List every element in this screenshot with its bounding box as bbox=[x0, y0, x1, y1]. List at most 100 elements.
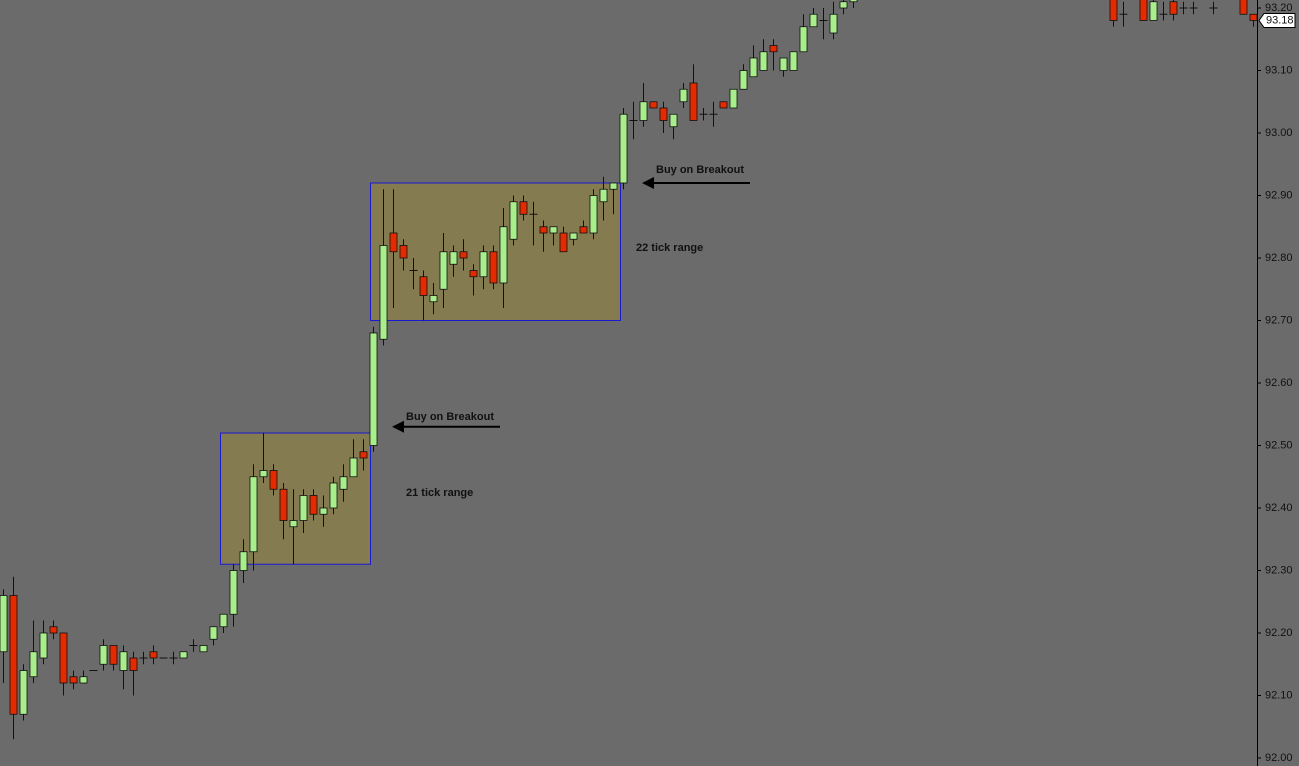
candle-body bbox=[639, 101, 648, 121]
candle-body bbox=[99, 645, 108, 665]
candle-body bbox=[499, 226, 508, 284]
candle-body bbox=[0, 595, 8, 653]
candle-body bbox=[79, 676, 88, 684]
candle-body bbox=[219, 613, 228, 628]
candle-body bbox=[789, 51, 798, 71]
candle-body bbox=[199, 645, 208, 653]
candle-body bbox=[429, 295, 438, 303]
candle-body bbox=[369, 332, 378, 446]
candle-body bbox=[1239, 0, 1248, 15]
candle-body bbox=[669, 113, 678, 128]
candle-body bbox=[9, 595, 18, 715]
candle-body bbox=[59, 632, 68, 684]
candle-body bbox=[319, 507, 328, 515]
range-label: 22 tick range bbox=[636, 242, 703, 254]
candle-body bbox=[509, 201, 518, 240]
candle-body bbox=[239, 551, 248, 571]
candle-body bbox=[799, 26, 808, 53]
candle-body bbox=[679, 88, 688, 103]
candle-body bbox=[269, 470, 278, 490]
candle-body bbox=[339, 476, 348, 490]
y-tick-label: 93.20 bbox=[1265, 2, 1293, 14]
candle-body bbox=[19, 670, 28, 715]
candle-body bbox=[479, 251, 488, 278]
y-tick-label: 92.10 bbox=[1265, 689, 1293, 701]
y-tick-label: 93.00 bbox=[1265, 127, 1293, 139]
candle-body bbox=[659, 107, 668, 121]
candle-body bbox=[379, 245, 388, 340]
price-axis: 92.00 92.10 92.20 92.30 92.40 92.50 92.60 92.70… bbox=[1257, 2, 1296, 764]
last-price-tag bbox=[1258, 13, 1296, 28]
candle-body bbox=[489, 251, 498, 284]
candle-body bbox=[719, 101, 728, 109]
candle-body bbox=[739, 70, 748, 90]
candle-body bbox=[279, 488, 288, 521]
breakout-label: Buy on Breakout bbox=[406, 411, 494, 423]
candle-body bbox=[439, 251, 448, 290]
candle-body bbox=[549, 226, 558, 234]
candle-body bbox=[329, 482, 338, 509]
candle-body bbox=[779, 57, 788, 71]
arrow-head bbox=[392, 420, 404, 433]
candle-body bbox=[839, 1, 848, 9]
y-tick-label: 92.90 bbox=[1265, 189, 1293, 201]
breakout-label: Buy on Breakout bbox=[656, 164, 744, 176]
y-tick-label: 92.70 bbox=[1265, 314, 1293, 326]
candle-body bbox=[1139, 0, 1148, 21]
candle-body bbox=[569, 232, 578, 240]
candle-body bbox=[209, 626, 218, 640]
candle-body bbox=[1169, 1, 1178, 15]
candle-body bbox=[649, 101, 658, 109]
y-tick-label: 92.80 bbox=[1265, 252, 1293, 264]
candle-body bbox=[729, 88, 738, 109]
candle-body bbox=[1149, 1, 1158, 21]
candle-body bbox=[259, 470, 268, 478]
candle-body bbox=[149, 651, 158, 659]
y-tick-label: 92.20 bbox=[1265, 627, 1293, 639]
candle-body bbox=[609, 182, 618, 190]
candle-body bbox=[599, 188, 608, 203]
candle-body bbox=[249, 476, 258, 553]
candle-body bbox=[1249, 13, 1257, 21]
candle-body bbox=[469, 270, 478, 278]
candle-body bbox=[829, 13, 838, 34]
candle-body bbox=[359, 451, 368, 459]
candle-body bbox=[299, 495, 308, 521]
range-box bbox=[220, 432, 371, 565]
candle-body bbox=[389, 232, 398, 253]
last-price-label: 93.18 bbox=[1266, 14, 1294, 26]
range-label: 21 tick range bbox=[406, 487, 473, 499]
candle-body bbox=[459, 251, 468, 259]
candle-body bbox=[29, 651, 38, 678]
candle-body bbox=[229, 570, 238, 615]
candle-body bbox=[289, 520, 298, 528]
candle-body bbox=[539, 226, 548, 234]
candle-body bbox=[119, 651, 128, 671]
plot-area bbox=[0, 0, 1257, 740]
candle-body bbox=[179, 651, 188, 659]
candle-body bbox=[849, 0, 858, 3]
candle-body bbox=[309, 495, 318, 515]
candle-body bbox=[419, 276, 428, 296]
y-tick-label: 92.30 bbox=[1265, 564, 1293, 576]
y-tick-label: 92.60 bbox=[1265, 377, 1293, 389]
candle-body bbox=[399, 245, 408, 259]
candle-body bbox=[809, 13, 818, 28]
candle-body bbox=[689, 82, 698, 121]
candle-body bbox=[759, 51, 768, 71]
candle-body bbox=[49, 626, 58, 634]
arrow-head bbox=[642, 177, 654, 189]
y-tick-label: 93.10 bbox=[1265, 64, 1293, 76]
candle-body bbox=[349, 457, 358, 478]
candle-body bbox=[449, 251, 458, 265]
candle-body bbox=[519, 201, 528, 215]
candle-body bbox=[39, 632, 48, 659]
y-tick-label: 92.00 bbox=[1265, 752, 1293, 764]
candle-body bbox=[769, 45, 778, 53]
candle-body bbox=[559, 232, 568, 253]
y-tick-label: 92.50 bbox=[1265, 439, 1293, 451]
candle-body bbox=[69, 676, 78, 684]
candle-body bbox=[589, 195, 598, 234]
